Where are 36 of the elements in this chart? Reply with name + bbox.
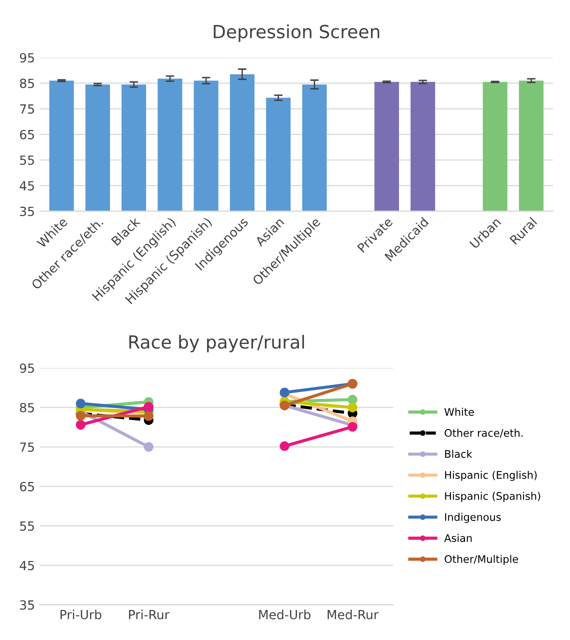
legend-label: Other/Multiple [444, 554, 518, 566]
legend-label: White [444, 408, 474, 416]
y-tick-label: 75 [20, 104, 34, 114]
legend-label: Hispanic (English) [445, 470, 537, 481]
y-tick-label: 45 [20, 181, 34, 191]
y-tick-label: 35 [20, 206, 34, 216]
y-tick-label: 65 [20, 482, 34, 492]
legend-label: Hispanic (Spanish) [445, 492, 540, 502]
chart-title: Race by payer/rural [129, 334, 304, 352]
y-tick-label: 35 [20, 600, 34, 610]
point [144, 442, 154, 452]
point [76, 410, 86, 421]
y-tick-label: 95 [20, 53, 34, 63]
x-tick-label: Med-Rur [328, 610, 379, 620]
point [280, 441, 290, 452]
y-tick-label: 45 [20, 560, 34, 570]
x-tick-label: Pri-Urb [60, 610, 102, 620]
chart-title: Depression Screen [214, 24, 380, 42]
y-tick-label: 55 [20, 156, 34, 165]
y-tick-label: 55 [20, 522, 34, 531]
y-tick-label: 85 [20, 78, 34, 88]
y-tick-label: 65 [20, 130, 34, 140]
legend-label: Black [445, 450, 472, 458]
point [76, 398, 86, 408]
x-tick-label: Pri-Rur [129, 610, 170, 620]
point [144, 411, 154, 422]
legend-label: Indigenous [445, 512, 501, 523]
y-tick-label: 75 [20, 442, 34, 452]
point [348, 402, 358, 412]
y-tick-label: 85 [20, 402, 34, 412]
point [144, 402, 154, 412]
x-tick-label: Med-Urb [259, 610, 310, 620]
legend-label: Other race/eth. [444, 428, 523, 438]
point [76, 420, 86, 430]
y-tick-label: 95 [20, 363, 34, 373]
legend-label: Asian [444, 534, 472, 542]
